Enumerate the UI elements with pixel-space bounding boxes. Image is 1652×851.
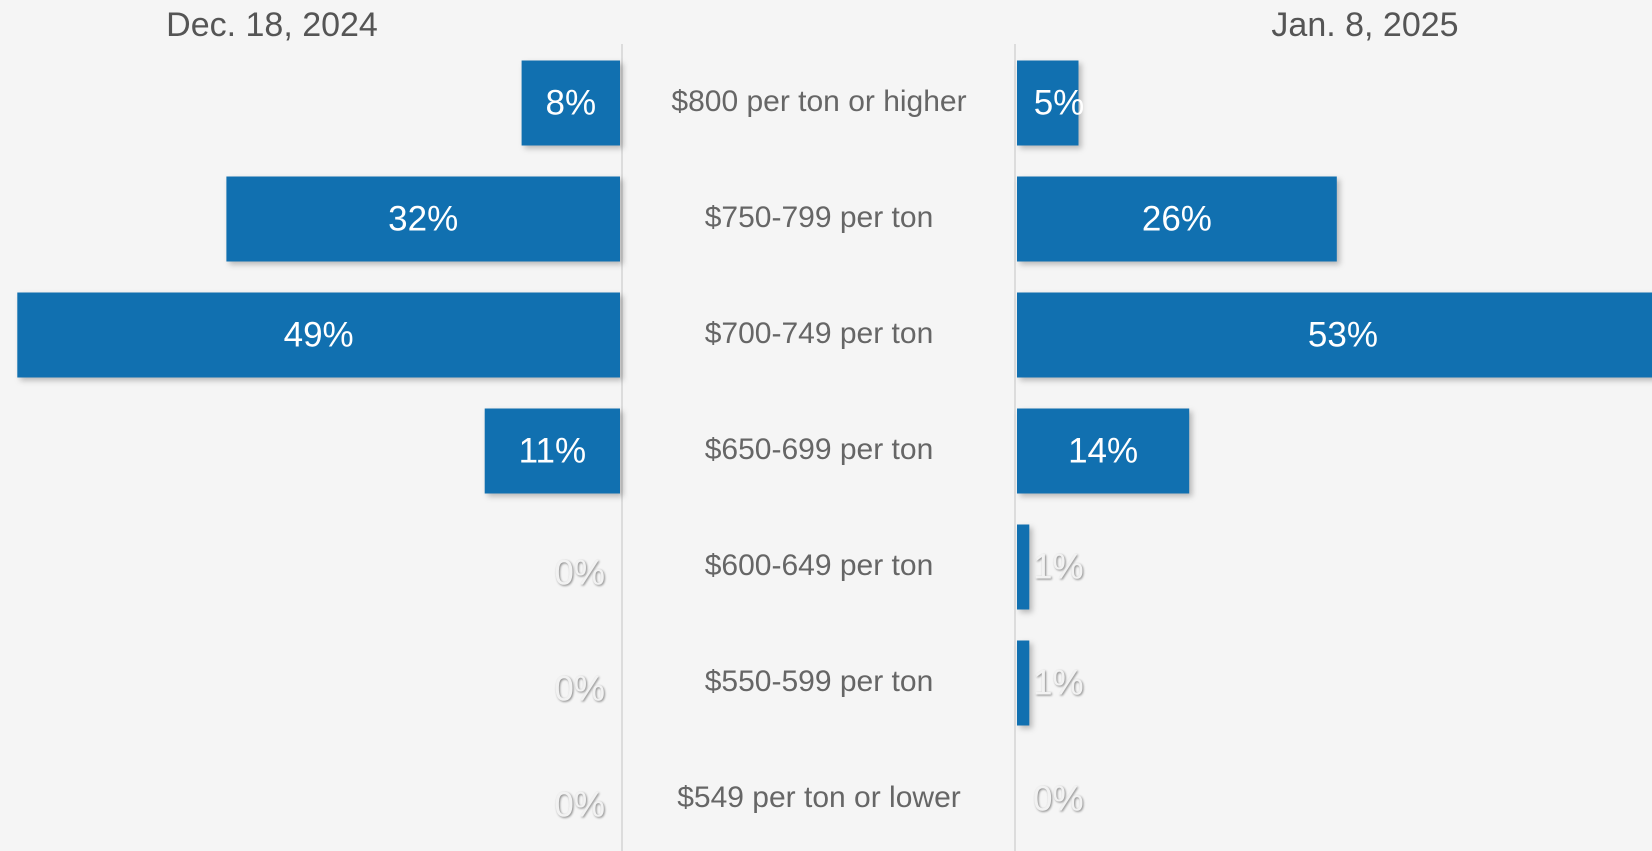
- value-label: 0%: [1033, 779, 1084, 818]
- value-label: 14%: [1068, 431, 1138, 470]
- category-label: $700-749 per ton: [705, 317, 934, 350]
- bar: [1017, 176, 1337, 262]
- value-label: 11%: [519, 431, 586, 470]
- value-label: 0%: [554, 553, 605, 592]
- bar: [1017, 640, 1030, 726]
- bar: [1017, 408, 1190, 494]
- bar: [521, 60, 620, 146]
- value-label: 1%: [1033, 663, 1084, 702]
- value-label: 49%: [284, 315, 354, 354]
- bar: [17, 292, 621, 378]
- value-label: 8%: [546, 83, 597, 122]
- series-header: Dec. 18, 2024: [166, 6, 378, 44]
- category-label: $800 per ton or higher: [671, 85, 966, 118]
- value-label: 0%: [554, 669, 605, 708]
- category-label: $750-799 per ton: [705, 201, 934, 234]
- value-label: 26%: [1142, 199, 1212, 238]
- value-label: 32%: [388, 199, 458, 238]
- bar: [484, 408, 620, 494]
- category-label: $600-649 per ton: [705, 549, 934, 582]
- bar: [1017, 292, 1652, 378]
- bar: [1017, 524, 1030, 610]
- bar: [226, 176, 620, 262]
- category-label: $650-699 per ton: [705, 433, 934, 466]
- value-label: 1%: [1033, 547, 1084, 586]
- value-label: 0%: [554, 785, 605, 824]
- bar: [1017, 60, 1079, 146]
- category-label: $550-599 per ton: [705, 665, 934, 698]
- category-label: $549 per ton or lower: [677, 781, 961, 814]
- value-label: 5%: [1034, 83, 1085, 122]
- series-header: Jan. 8, 2025: [1271, 6, 1458, 44]
- value-label: 53%: [1308, 315, 1378, 354]
